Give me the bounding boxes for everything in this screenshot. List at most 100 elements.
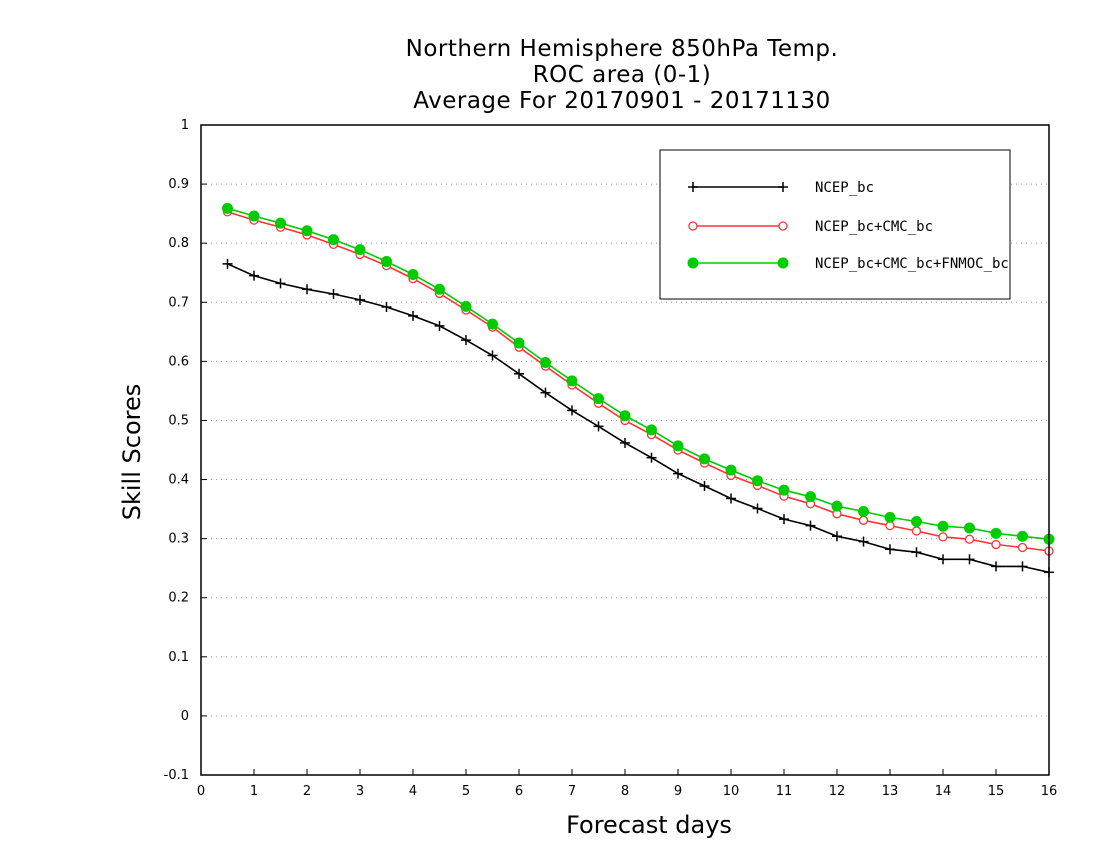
series-line [227, 263, 1050, 574]
data-point [1017, 530, 1028, 542]
data-point [487, 318, 498, 330]
data-point [858, 515, 869, 525]
data-point [249, 270, 259, 281]
data-point [911, 516, 922, 527]
x-tick-label: 1 [250, 784, 258, 799]
data-point [408, 310, 418, 321]
data-point [646, 452, 657, 463]
data-point [513, 337, 525, 349]
data-point [1017, 542, 1028, 553]
x-tick-label: 14 [935, 784, 952, 799]
data-point [381, 256, 392, 267]
data-point [328, 289, 339, 299]
y-tick-label: 0.7 [168, 295, 189, 310]
x-tick-label: 13 [882, 784, 899, 799]
chart-title-line-2: ROC area (0-1) [532, 62, 712, 88]
data-point [726, 493, 736, 504]
data-point [222, 258, 233, 269]
x-tick-label: 15 [988, 784, 1005, 799]
data-point [646, 424, 657, 436]
data-point [302, 284, 312, 295]
y-tick-label: 0.6 [168, 354, 189, 369]
data-point [885, 544, 895, 555]
y-tick-label: 0.1 [168, 650, 189, 665]
axis-ticks: -0.100.10.20.30.40.50.60.70.80.910 1 2 3 4 5 6… [164, 118, 1058, 799]
legend-marker [688, 221, 698, 231]
data-point [301, 225, 313, 237]
data-point [434, 320, 445, 331]
data-point [964, 522, 975, 534]
y-tick-label: 0.5 [168, 413, 189, 428]
data-point [593, 421, 604, 432]
data-point [937, 520, 949, 532]
series-0 [222, 258, 1054, 578]
data-point [964, 554, 975, 565]
y-tick-label: 0.8 [168, 236, 189, 251]
data-point [355, 294, 365, 305]
data-point [593, 393, 604, 405]
series-lines [222, 202, 1055, 578]
x-tick-label: 0 [197, 784, 205, 799]
data-point [275, 217, 286, 229]
data-point [619, 410, 631, 422]
y-tick-label: 0.9 [168, 177, 189, 192]
data-point [911, 547, 922, 558]
legend-marker [688, 182, 698, 192]
data-point [858, 505, 869, 517]
data-point [805, 520, 816, 531]
data-point [725, 464, 737, 476]
x-tick-label: 7 [568, 784, 576, 799]
data-point [461, 335, 471, 346]
data-point [275, 278, 286, 289]
legend-marker [777, 257, 789, 269]
data-point [381, 302, 392, 312]
x-tick-label: 11 [776, 784, 793, 799]
legend: NCEP_bc NCEP_bc+CMC_bc NCEP_bc+CMC_bc+FNMO… [659, 149, 1011, 300]
x-tick-label: 10 [723, 784, 740, 799]
data-point [540, 387, 551, 398]
data-point [1017, 561, 1028, 572]
data-point [778, 484, 790, 496]
legend-marker [687, 257, 699, 269]
chart-title-line-1: Northern Hemisphere 850hPa Temp. [405, 36, 839, 62]
data-point [964, 534, 975, 544]
x-tick-label: 3 [356, 784, 364, 799]
data-point [990, 527, 1002, 539]
x-tick-label: 12 [829, 784, 846, 799]
x-tick-label: 6 [515, 784, 523, 799]
data-point [938, 532, 948, 542]
data-point [991, 561, 1001, 572]
data-point [460, 300, 472, 312]
data-point [673, 468, 683, 479]
data-point [805, 491, 816, 503]
data-point [858, 536, 869, 547]
y-axis-title: Skill Scores [118, 384, 146, 521]
x-tick-label: 8 [621, 784, 629, 799]
x-tick-label: 16 [1041, 784, 1058, 799]
data-point [831, 500, 843, 512]
legend-marker [778, 221, 788, 231]
legend-marker [778, 182, 788, 192]
data-point [354, 244, 366, 256]
y-tick-label: 0 [181, 709, 189, 724]
x-tick-label: 4 [409, 784, 417, 799]
data-point [407, 269, 419, 280]
data-point [832, 531, 842, 542]
data-point [991, 539, 1001, 550]
y-tick-label: 0.4 [168, 473, 189, 488]
legend-label: NCEP_bc+CMC_bc+FNMOC_bc [815, 256, 1009, 272]
x-tick-label: 9 [674, 784, 682, 799]
chart-title-line-3: Average For 20170901 - 20171130 [413, 88, 831, 114]
data-point [699, 481, 710, 492]
y-tick-label: -0.1 [164, 768, 189, 783]
data-point [248, 210, 260, 222]
x-tick-label: 2 [303, 784, 311, 799]
data-point [434, 283, 445, 295]
legend-label: NCEP_bc [815, 180, 874, 196]
data-point [567, 405, 577, 416]
data-point [222, 202, 233, 214]
x-axis-title: Forecast days [566, 811, 732, 839]
data-point [884, 511, 896, 523]
data-point [514, 368, 524, 379]
